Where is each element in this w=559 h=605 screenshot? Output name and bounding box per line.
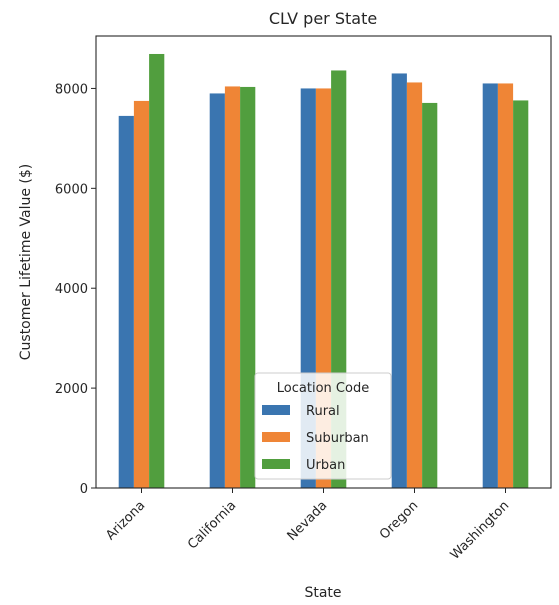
bar-urban-california	[240, 86, 256, 488]
bar-rural-arizona	[118, 115, 134, 488]
bars-layer	[118, 53, 529, 489]
x-tick-label: California	[185, 498, 239, 552]
legend-swatch-rural	[262, 405, 290, 415]
x-tick-label: Nevada	[285, 498, 331, 544]
bar-rural-washington	[482, 83, 498, 488]
y-tick-label: 4000	[55, 282, 88, 297]
bar-rural-california	[209, 93, 225, 488]
y-axis-label: Customer Lifetime Value ($)	[18, 164, 34, 361]
y-axis: 0 2000 4000 6000 8000	[55, 82, 96, 497]
legend-label-suburban: Suburban	[306, 431, 369, 446]
y-tick-label: 0	[80, 482, 88, 497]
bar-suburban-arizona	[133, 100, 150, 489]
y-tick-label: 2000	[55, 382, 88, 397]
bar-urban-washington	[513, 100, 529, 489]
bar-urban-arizona	[149, 53, 165, 488]
y-tick-label: 8000	[55, 82, 88, 97]
x-tick-label: Arizona	[103, 498, 148, 543]
bar-suburban-oregon	[406, 82, 423, 488]
x-axis-label: State	[304, 585, 341, 601]
legend-swatch-suburban	[262, 432, 290, 442]
legend-label-rural: Rural	[306, 404, 340, 419]
legend: Location Code Rural Suburban Urban	[254, 372, 392, 480]
x-tick-label: Washington	[448, 498, 513, 563]
legend-label-urban: Urban	[306, 458, 345, 473]
legend-box	[254, 372, 392, 480]
legend-swatch-urban	[262, 459, 290, 469]
x-axis: Arizona California Nevada Oregon Washington	[103, 488, 512, 563]
x-tick-label: Oregon	[377, 498, 421, 542]
bar-urban-oregon	[422, 102, 438, 489]
y-tick-label: 6000	[55, 182, 88, 197]
bar-rural-oregon	[391, 73, 407, 489]
bar-suburban-washington	[497, 83, 514, 488]
chart-title: CLV per State	[269, 9, 377, 28]
legend-title: Location Code	[277, 381, 369, 396]
bar-suburban-california	[224, 86, 241, 488]
